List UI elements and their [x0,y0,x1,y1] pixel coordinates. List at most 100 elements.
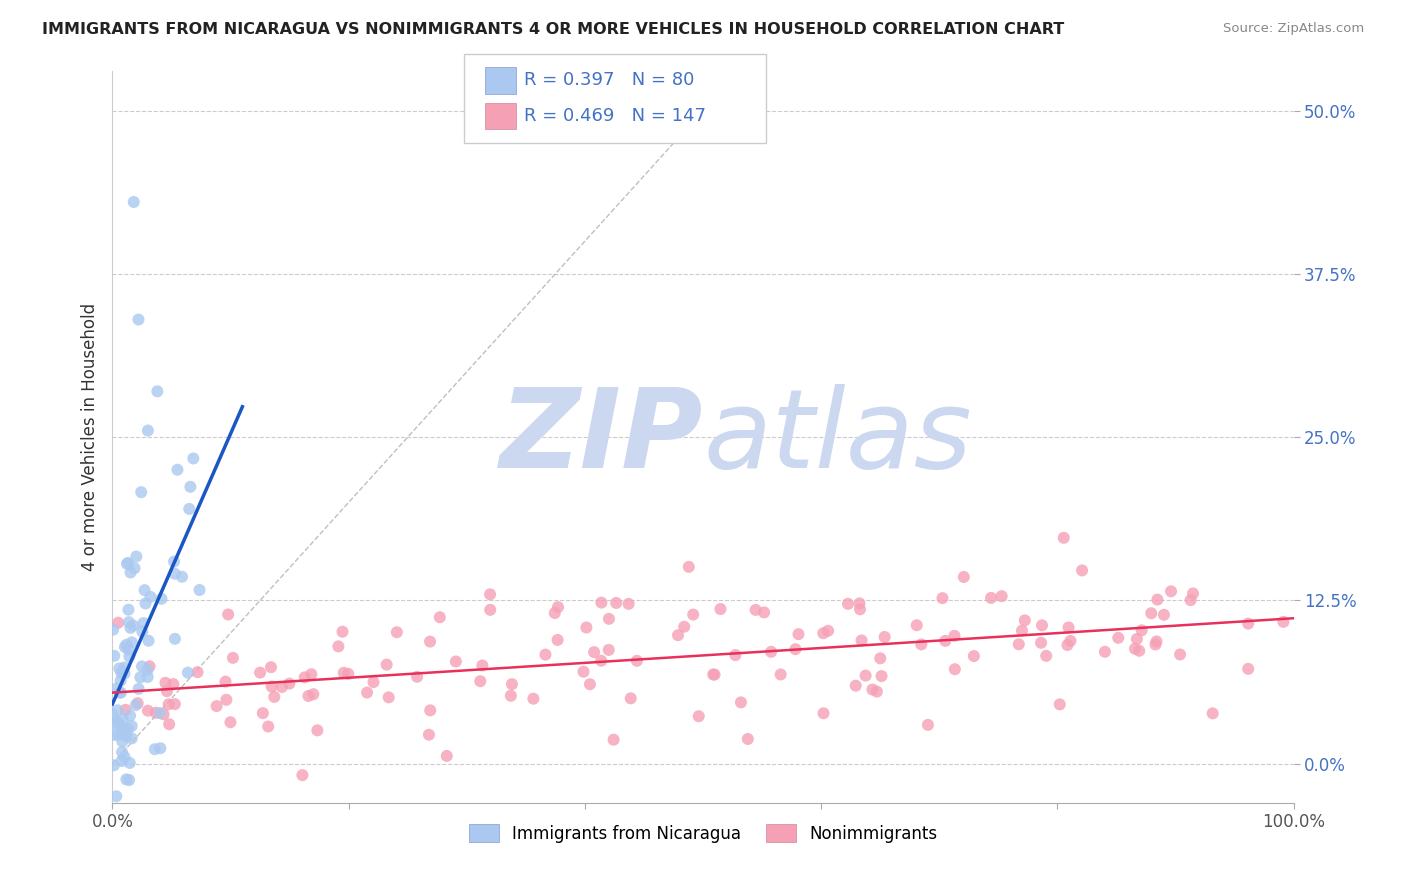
Point [157,698,180,712]
Point [730,695,752,709]
Point [328,640,350,654]
Point [120,566,142,580]
Point [575,620,598,634]
Point [124,561,146,575]
Point [110,673,132,688]
Point [1035,648,1057,663]
Point [117,722,139,736]
Point [572,665,595,679]
Point [406,670,429,684]
Point [837,597,859,611]
Point [866,684,889,698]
Point [688,709,710,723]
Point [205,699,228,714]
Point [115,557,138,571]
Point [703,667,725,681]
Point [1059,633,1081,648]
Point [1146,592,1168,607]
Point [122,618,145,632]
Point [101,708,124,723]
Point [122,194,145,209]
Point [114,666,136,681]
Point [103,728,125,742]
Point [769,667,792,681]
Point [111,734,134,748]
Point [152,707,174,722]
Point [851,633,873,648]
Point [1011,624,1033,638]
Point [702,667,724,681]
Point [117,556,139,570]
Point [179,480,201,494]
Point [1144,638,1167,652]
Point [163,566,186,581]
Point [591,654,613,668]
Text: IMMIGRANTS FROM NICARAGUA VS NONIMMIGRANTS 4 OR MORE VEHICLES IN HOUSEHOLD CORRE: IMMIGRANTS FROM NICARAGUA VS NONIMMIGRAN… [42,22,1064,37]
Point [666,628,689,642]
Point [471,658,494,673]
Point [118,756,141,770]
Point [217,607,239,622]
Point [682,607,704,622]
Point [271,680,294,694]
Point [910,637,932,651]
Point [813,706,835,721]
Point [103,758,125,772]
Point [111,712,134,726]
Point [114,750,136,764]
Point [1029,636,1052,650]
Point [120,621,142,635]
Point [132,616,155,631]
Point [155,675,177,690]
Point [150,591,173,606]
Point [544,606,567,620]
Point [302,687,325,701]
Point [107,727,129,741]
Point [118,649,141,664]
Point [419,703,441,717]
Point [108,685,131,699]
Point [337,666,360,681]
Point [737,731,759,746]
Point [134,583,156,598]
Point [817,624,839,638]
Point [952,570,974,584]
Point [162,677,184,691]
Point [163,555,186,569]
Point [108,661,131,675]
Point [127,312,149,326]
Point [1180,593,1202,607]
Point [112,660,135,674]
Point [1237,616,1260,631]
Point [307,723,329,738]
Point [931,591,953,606]
Point [855,668,877,682]
Point [187,665,209,680]
Point [111,720,134,734]
Point [177,665,200,680]
Point [1168,648,1191,662]
Point [534,648,557,662]
Point [278,676,301,690]
Point [118,772,141,787]
Point [845,679,868,693]
Text: ZIP: ZIP [499,384,703,491]
Point [114,703,136,717]
Point [105,789,128,804]
Legend: Immigrants from Nicaragua, Nonimmigrants: Immigrants from Nicaragua, Nonimmigrants [463,817,943,849]
Point [1008,637,1031,651]
Point [375,657,398,672]
Point [583,645,606,659]
Point [617,597,640,611]
Point [870,669,893,683]
Point [156,684,179,698]
Point [260,680,283,694]
Point [934,633,956,648]
Point [990,589,1012,603]
Point [111,745,134,759]
Point [294,670,316,684]
Point [110,666,132,681]
Point [873,630,896,644]
Point [188,582,211,597]
Point [263,690,285,704]
